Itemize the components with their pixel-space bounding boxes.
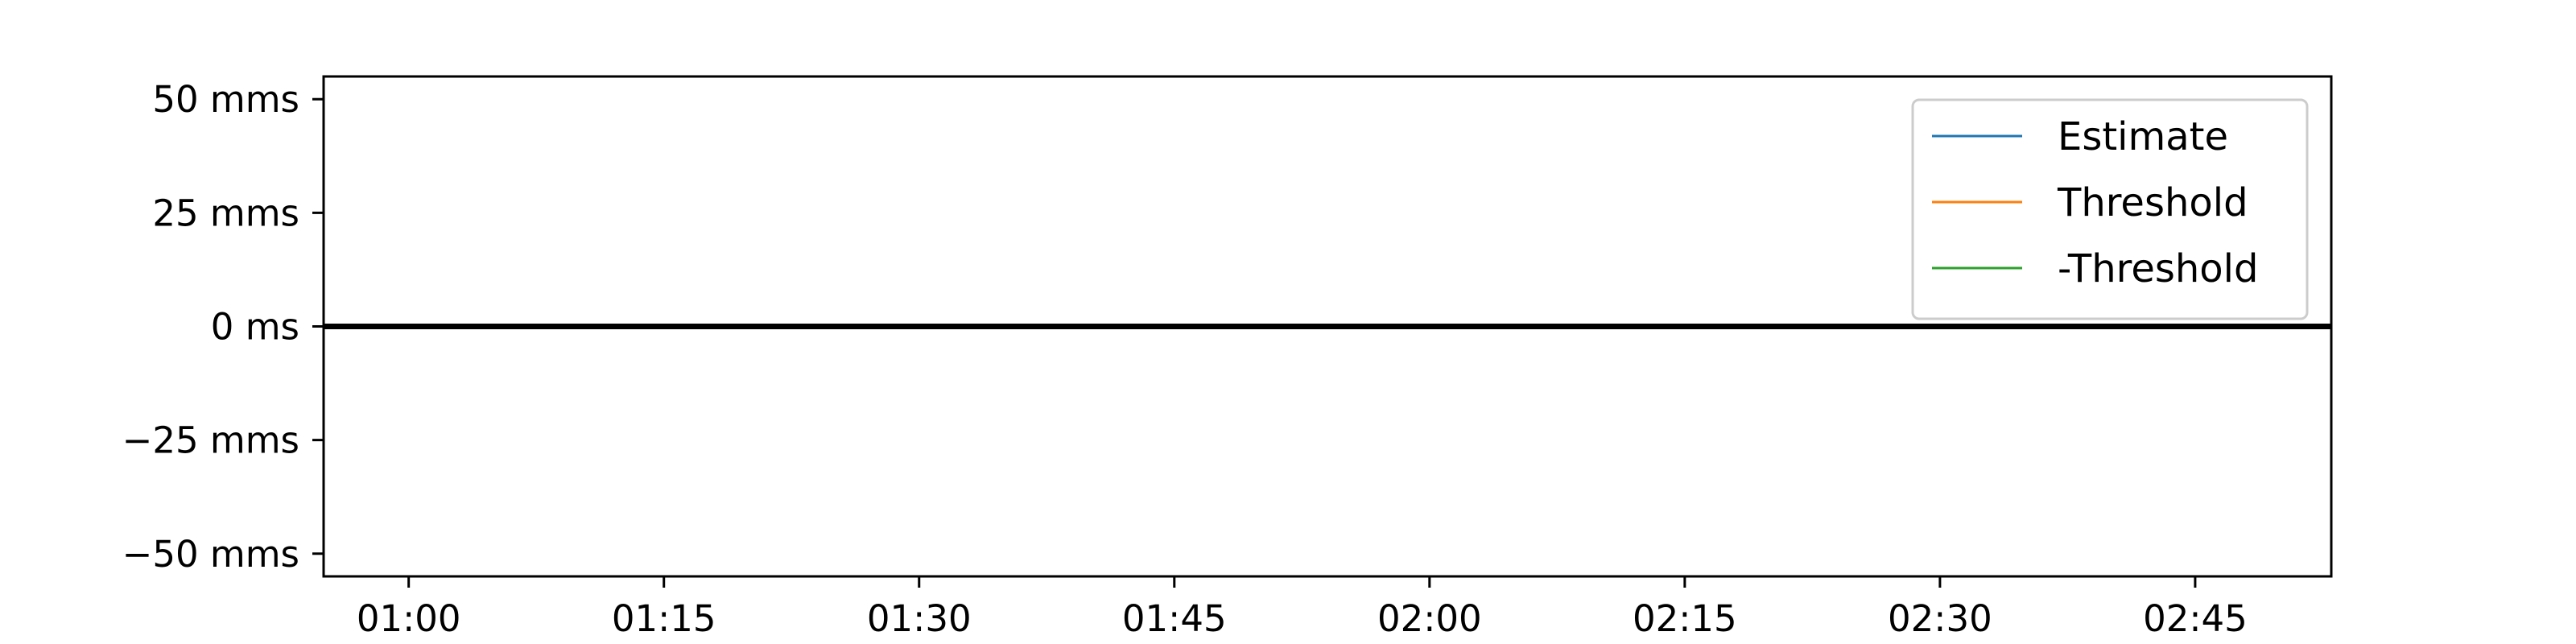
y-axis: 50 mms 25 mms 0 ms −25 mms −50 mms [122,78,324,576]
x-tick-label: 01:45 [1122,597,1227,640]
legend-label: Estimate [2058,114,2228,159]
legend-label: Threshold [2057,180,2248,225]
x-tick-label: 01:15 [612,597,716,640]
x-tick-label: 01:00 [357,597,461,640]
y-tick-label: 50 mms [152,78,299,121]
y-tick-label: 0 ms [211,306,299,349]
y-tick-label: −25 mms [122,419,299,462]
legend-label: -Threshold [2058,246,2258,291]
legend: Estimate Threshold -Threshold [1911,98,2309,320]
x-tick-label: 02:30 [1888,597,1992,640]
x-tick-label: 02:45 [2143,597,2248,640]
y-tick-label: −50 mms [122,533,299,576]
x-tick-label: 01:30 [867,597,972,640]
x-axis: 01:00 01:15 01:30 01:45 02:00 02:15 02:30 02:45 [357,576,2248,640]
legend-box [1911,98,2309,320]
x-tick-label: 02:00 [1377,597,1482,640]
y-tick-label: 25 mms [152,192,299,234]
x-tick-label: 02:15 [1633,597,1737,640]
